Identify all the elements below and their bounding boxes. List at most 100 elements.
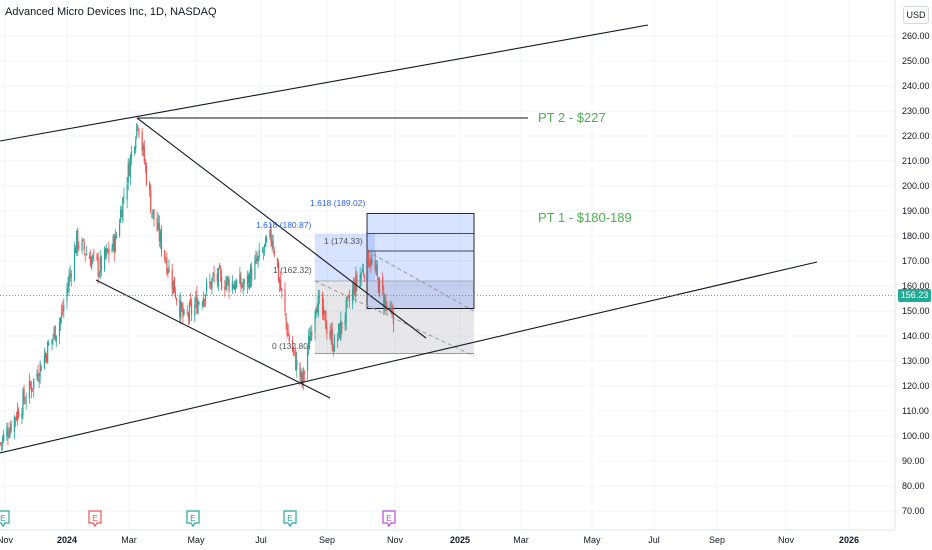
earnings-marker[interactable]: E <box>0 510 10 528</box>
candle-body <box>135 140 137 149</box>
candle-body <box>307 336 310 349</box>
time-tick-label: Mar <box>513 535 529 545</box>
candle-body <box>295 352 297 370</box>
candle-body <box>47 341 49 364</box>
candle-body <box>240 277 242 288</box>
candle-body <box>385 300 387 303</box>
earnings-marker[interactable]: E <box>283 510 297 528</box>
candle-body <box>93 252 95 254</box>
price-tick-label: 70.00 <box>902 506 925 516</box>
candle-body <box>143 147 145 162</box>
earnings-marker-shape <box>283 510 297 528</box>
candle-body <box>120 209 122 223</box>
candle-body <box>287 332 289 336</box>
candle-body <box>212 275 214 277</box>
candle-body <box>255 256 257 261</box>
candle-body <box>269 229 271 238</box>
earnings-marker[interactable]: E <box>382 510 396 528</box>
candle-body <box>76 230 78 253</box>
candle-body <box>280 279 282 290</box>
candle-body <box>91 258 93 269</box>
candle-body <box>210 281 212 289</box>
pt2-label: PT 2 - $227 <box>538 110 606 125</box>
price-tick-label: 200.00 <box>902 181 930 191</box>
time-axis[interactable]: Nov 2024 Mar May Jul Sep Nov 2025 Mar May Jul Sep No… <box>0 529 895 545</box>
price-tick-label: 140.00 <box>902 331 930 341</box>
candle-body <box>389 304 391 307</box>
candle-body <box>323 306 325 315</box>
candle-body <box>38 379 40 383</box>
candle-body <box>187 314 189 318</box>
candles <box>0 122 395 452</box>
candle-body <box>173 277 175 293</box>
earnings-marker-label: E <box>190 513 196 523</box>
candle-body <box>310 332 312 341</box>
candle-body <box>106 248 108 255</box>
candle-body <box>82 239 84 241</box>
candle-body <box>218 265 221 270</box>
time-tick-label: May <box>187 535 205 545</box>
candle-body <box>321 293 324 315</box>
candle-body <box>345 300 347 323</box>
fib-box-right <box>367 213 474 309</box>
candle-body <box>152 209 154 215</box>
candle-body <box>194 304 196 316</box>
earnings-marker-shape <box>0 510 10 528</box>
candle-body <box>256 259 258 262</box>
earnings-marker[interactable]: E <box>186 510 200 528</box>
candle-body <box>0 442 3 444</box>
candle-body <box>374 260 376 270</box>
candle-body <box>329 330 331 339</box>
candle-body <box>384 297 386 311</box>
fib-box-upper <box>315 233 375 281</box>
candle-body <box>309 336 311 344</box>
candle-body <box>97 257 99 276</box>
price-axis[interactable]: 260.00 250.00 240.00 230.00 220.00 210.00 200.… <box>894 0 930 530</box>
price-tick-label: 90.00 <box>902 456 925 466</box>
candle-body <box>77 229 79 250</box>
candle-body <box>138 129 140 135</box>
earnings-marker[interactable]: E <box>88 510 102 528</box>
annotations: PT 2 - $227 PT 1 - $180-189 1.618 (180.87)… <box>256 110 632 351</box>
candle-body <box>30 387 33 392</box>
candle-body <box>126 184 128 200</box>
projection-line <box>314 280 475 357</box>
candle-body <box>303 372 305 374</box>
candle-body <box>338 324 340 337</box>
candle-body <box>137 126 139 128</box>
candle-body <box>205 281 208 292</box>
currency-button[interactable]: USD <box>903 6 929 24</box>
price-tick-label: 260.00 <box>902 31 930 41</box>
candle-body <box>70 274 72 278</box>
candle-body <box>236 280 238 288</box>
candle-body <box>198 302 200 304</box>
candle-body <box>25 400 27 402</box>
candle-body <box>44 353 47 359</box>
candle-body <box>302 368 304 384</box>
candle-body <box>129 156 131 177</box>
candle-body <box>326 327 328 334</box>
candle-body <box>158 223 160 242</box>
candle-body <box>332 349 334 352</box>
fib-label: 1 (174.33) <box>324 236 363 246</box>
candle-body <box>83 241 85 251</box>
candle-body <box>286 323 288 336</box>
candle-body <box>361 268 363 272</box>
time-tick-label: Jul <box>255 535 267 545</box>
fib-label: 1 (162.32) <box>273 265 312 275</box>
candle-body <box>254 260 256 279</box>
candle-body <box>23 388 25 401</box>
candle-body <box>107 249 109 252</box>
time-tick-label: Nov <box>0 535 13 545</box>
candle-body <box>98 273 100 277</box>
fib-label: 1.618 (180.87) <box>256 220 311 230</box>
candle-body <box>213 273 215 277</box>
candle-body <box>29 383 32 387</box>
candle-body <box>378 278 381 296</box>
candle-body <box>324 310 326 313</box>
candle-body <box>354 284 356 295</box>
price-tick-label: 120.00 <box>902 381 930 391</box>
fib-boxes <box>314 213 475 357</box>
